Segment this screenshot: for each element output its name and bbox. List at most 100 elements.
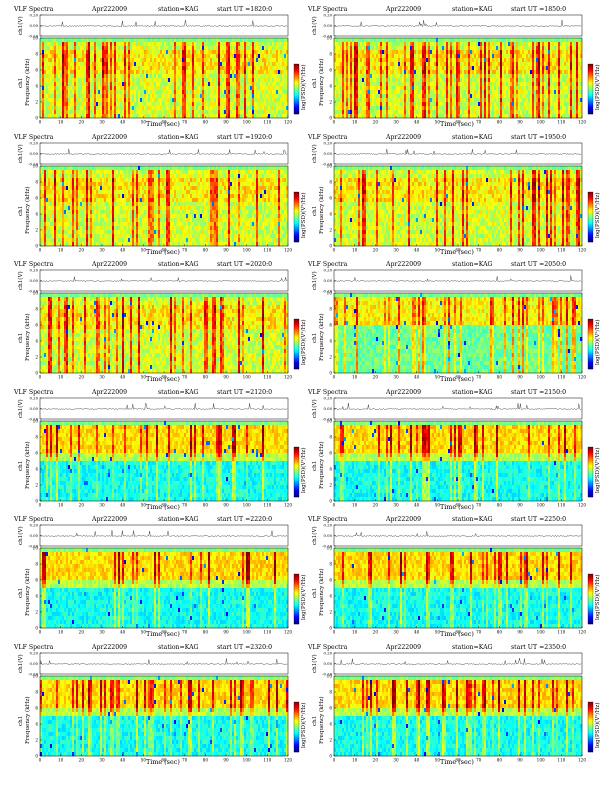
spectrogram-cell bbox=[270, 94, 273, 99]
spectrogram-cell bbox=[114, 114, 117, 119]
spectrogram-cell bbox=[268, 94, 271, 99]
spectrogram-cell bbox=[124, 58, 127, 63]
spectrogram-cell bbox=[228, 78, 231, 83]
spectrogram-cell bbox=[456, 38, 459, 43]
spectrogram-cell bbox=[526, 58, 529, 63]
spectrogram-cell bbox=[470, 102, 473, 107]
spectrogram-cell bbox=[100, 110, 103, 115]
spectrogram-cell bbox=[458, 54, 461, 59]
spectrogram-cell bbox=[156, 38, 159, 43]
spectrogram-cell bbox=[174, 102, 177, 107]
spectrogram-cell bbox=[272, 42, 275, 47]
spectrogram-cell bbox=[208, 82, 211, 87]
spectrogram-cell bbox=[238, 42, 241, 47]
spectrogram-cell bbox=[190, 66, 193, 71]
spectrogram-cell bbox=[66, 38, 69, 43]
spectrogram-cell bbox=[432, 78, 435, 83]
spectrogram-cell bbox=[112, 58, 115, 63]
spectrogram-cell bbox=[268, 110, 271, 115]
spectrogram-cell bbox=[342, 106, 345, 111]
spectrogram-cell bbox=[466, 110, 469, 115]
spectrogram-cell bbox=[554, 46, 557, 51]
spectrogram-cell bbox=[108, 46, 111, 51]
spectrogram-cell bbox=[388, 38, 391, 43]
spectrogram-cell bbox=[264, 82, 267, 87]
spectrogram-cell bbox=[518, 78, 521, 83]
spectrogram-cell bbox=[512, 86, 515, 91]
spectrogram-cell bbox=[46, 42, 49, 47]
spectrogram-cell bbox=[80, 54, 83, 59]
spectrogram-cell bbox=[122, 66, 125, 71]
spectrogram-cell bbox=[410, 114, 413, 119]
spectrogram-cell bbox=[380, 54, 383, 59]
spectrogram-cell bbox=[560, 82, 563, 87]
spectrogram-cell bbox=[44, 58, 47, 63]
spectrogram-cell bbox=[392, 74, 395, 79]
spectrogram-cell bbox=[384, 94, 387, 99]
spectrogram-cell bbox=[58, 78, 61, 83]
spectrogram-cell bbox=[144, 50, 147, 55]
spectrogram-cell bbox=[360, 54, 363, 59]
spectrogram-cell bbox=[96, 62, 99, 67]
spectrogram-cell bbox=[52, 90, 55, 95]
spectrogram-cell bbox=[480, 106, 483, 111]
spectrogram-cell bbox=[400, 50, 403, 55]
spectrogram-cell bbox=[164, 70, 167, 75]
spectrogram-cell bbox=[492, 102, 495, 107]
spectrogram-cell bbox=[110, 82, 113, 87]
spectrogram-cell bbox=[192, 102, 195, 107]
spectrogram-cell bbox=[206, 98, 209, 103]
spectrogram-cell bbox=[514, 94, 517, 99]
spectrogram-cell bbox=[118, 50, 121, 55]
spectrogram-cell bbox=[154, 94, 157, 99]
spectrogram-cell bbox=[466, 94, 469, 99]
spectrogram-cell bbox=[334, 102, 337, 107]
spectrogram-cell bbox=[334, 110, 337, 115]
colorbar-swatch bbox=[294, 97, 299, 100]
spectrogram-cell bbox=[70, 82, 73, 87]
spectrogram-cell bbox=[552, 102, 555, 107]
spectrogram-cell bbox=[88, 66, 91, 71]
spectrogram-cell bbox=[250, 82, 253, 87]
spectrogram-cell bbox=[554, 50, 557, 55]
spectrogram-cell bbox=[530, 102, 533, 107]
spectrogram-cell bbox=[198, 106, 201, 111]
colorbar-swatch bbox=[294, 67, 299, 70]
spectrogram-cell bbox=[382, 38, 385, 43]
spectrogram-cell bbox=[492, 62, 495, 67]
spectrogram-cell bbox=[542, 90, 545, 95]
spectrogram-cell bbox=[142, 98, 145, 103]
spectrogram-cell bbox=[258, 98, 261, 103]
spectrogram-cell bbox=[170, 86, 173, 91]
spectrogram-cell bbox=[384, 54, 387, 59]
spectrogram-cell bbox=[192, 98, 195, 103]
spectrogram-cell bbox=[552, 78, 555, 83]
spectrogram-cell bbox=[398, 106, 401, 111]
spectrogram-cell bbox=[80, 70, 83, 75]
spectrogram-cell bbox=[56, 54, 59, 59]
spectrogram-cell bbox=[212, 90, 215, 95]
spectrogram-cell bbox=[438, 42, 441, 47]
spectrogram-cell bbox=[440, 74, 443, 79]
spectrogram-cell bbox=[166, 74, 169, 79]
spectrogram-cell bbox=[490, 102, 493, 107]
spectrogram-cell bbox=[536, 114, 539, 119]
spectrogram-cell bbox=[248, 58, 251, 63]
spectrogram-cell bbox=[518, 50, 521, 55]
spectrogram-cell bbox=[342, 94, 345, 99]
spectrogram-cell bbox=[460, 86, 463, 91]
spectrogram-cell bbox=[462, 66, 465, 71]
spectrogram-cell bbox=[90, 106, 93, 111]
spectrogram-cell bbox=[374, 98, 377, 103]
spectrogram-cell bbox=[410, 86, 413, 91]
spectrogram-cell bbox=[98, 74, 101, 79]
spectrogram-cell bbox=[448, 94, 451, 99]
spectrogram-cell bbox=[194, 38, 197, 43]
spectrogram-cell bbox=[52, 62, 55, 67]
spectrogram-cell bbox=[190, 74, 193, 79]
spectrogram-cell bbox=[390, 86, 393, 91]
spectrogram-cell bbox=[248, 102, 251, 107]
spectrogram-cell bbox=[120, 102, 123, 107]
spectrogram-cell bbox=[510, 98, 513, 103]
spectrogram-cell bbox=[206, 54, 209, 59]
